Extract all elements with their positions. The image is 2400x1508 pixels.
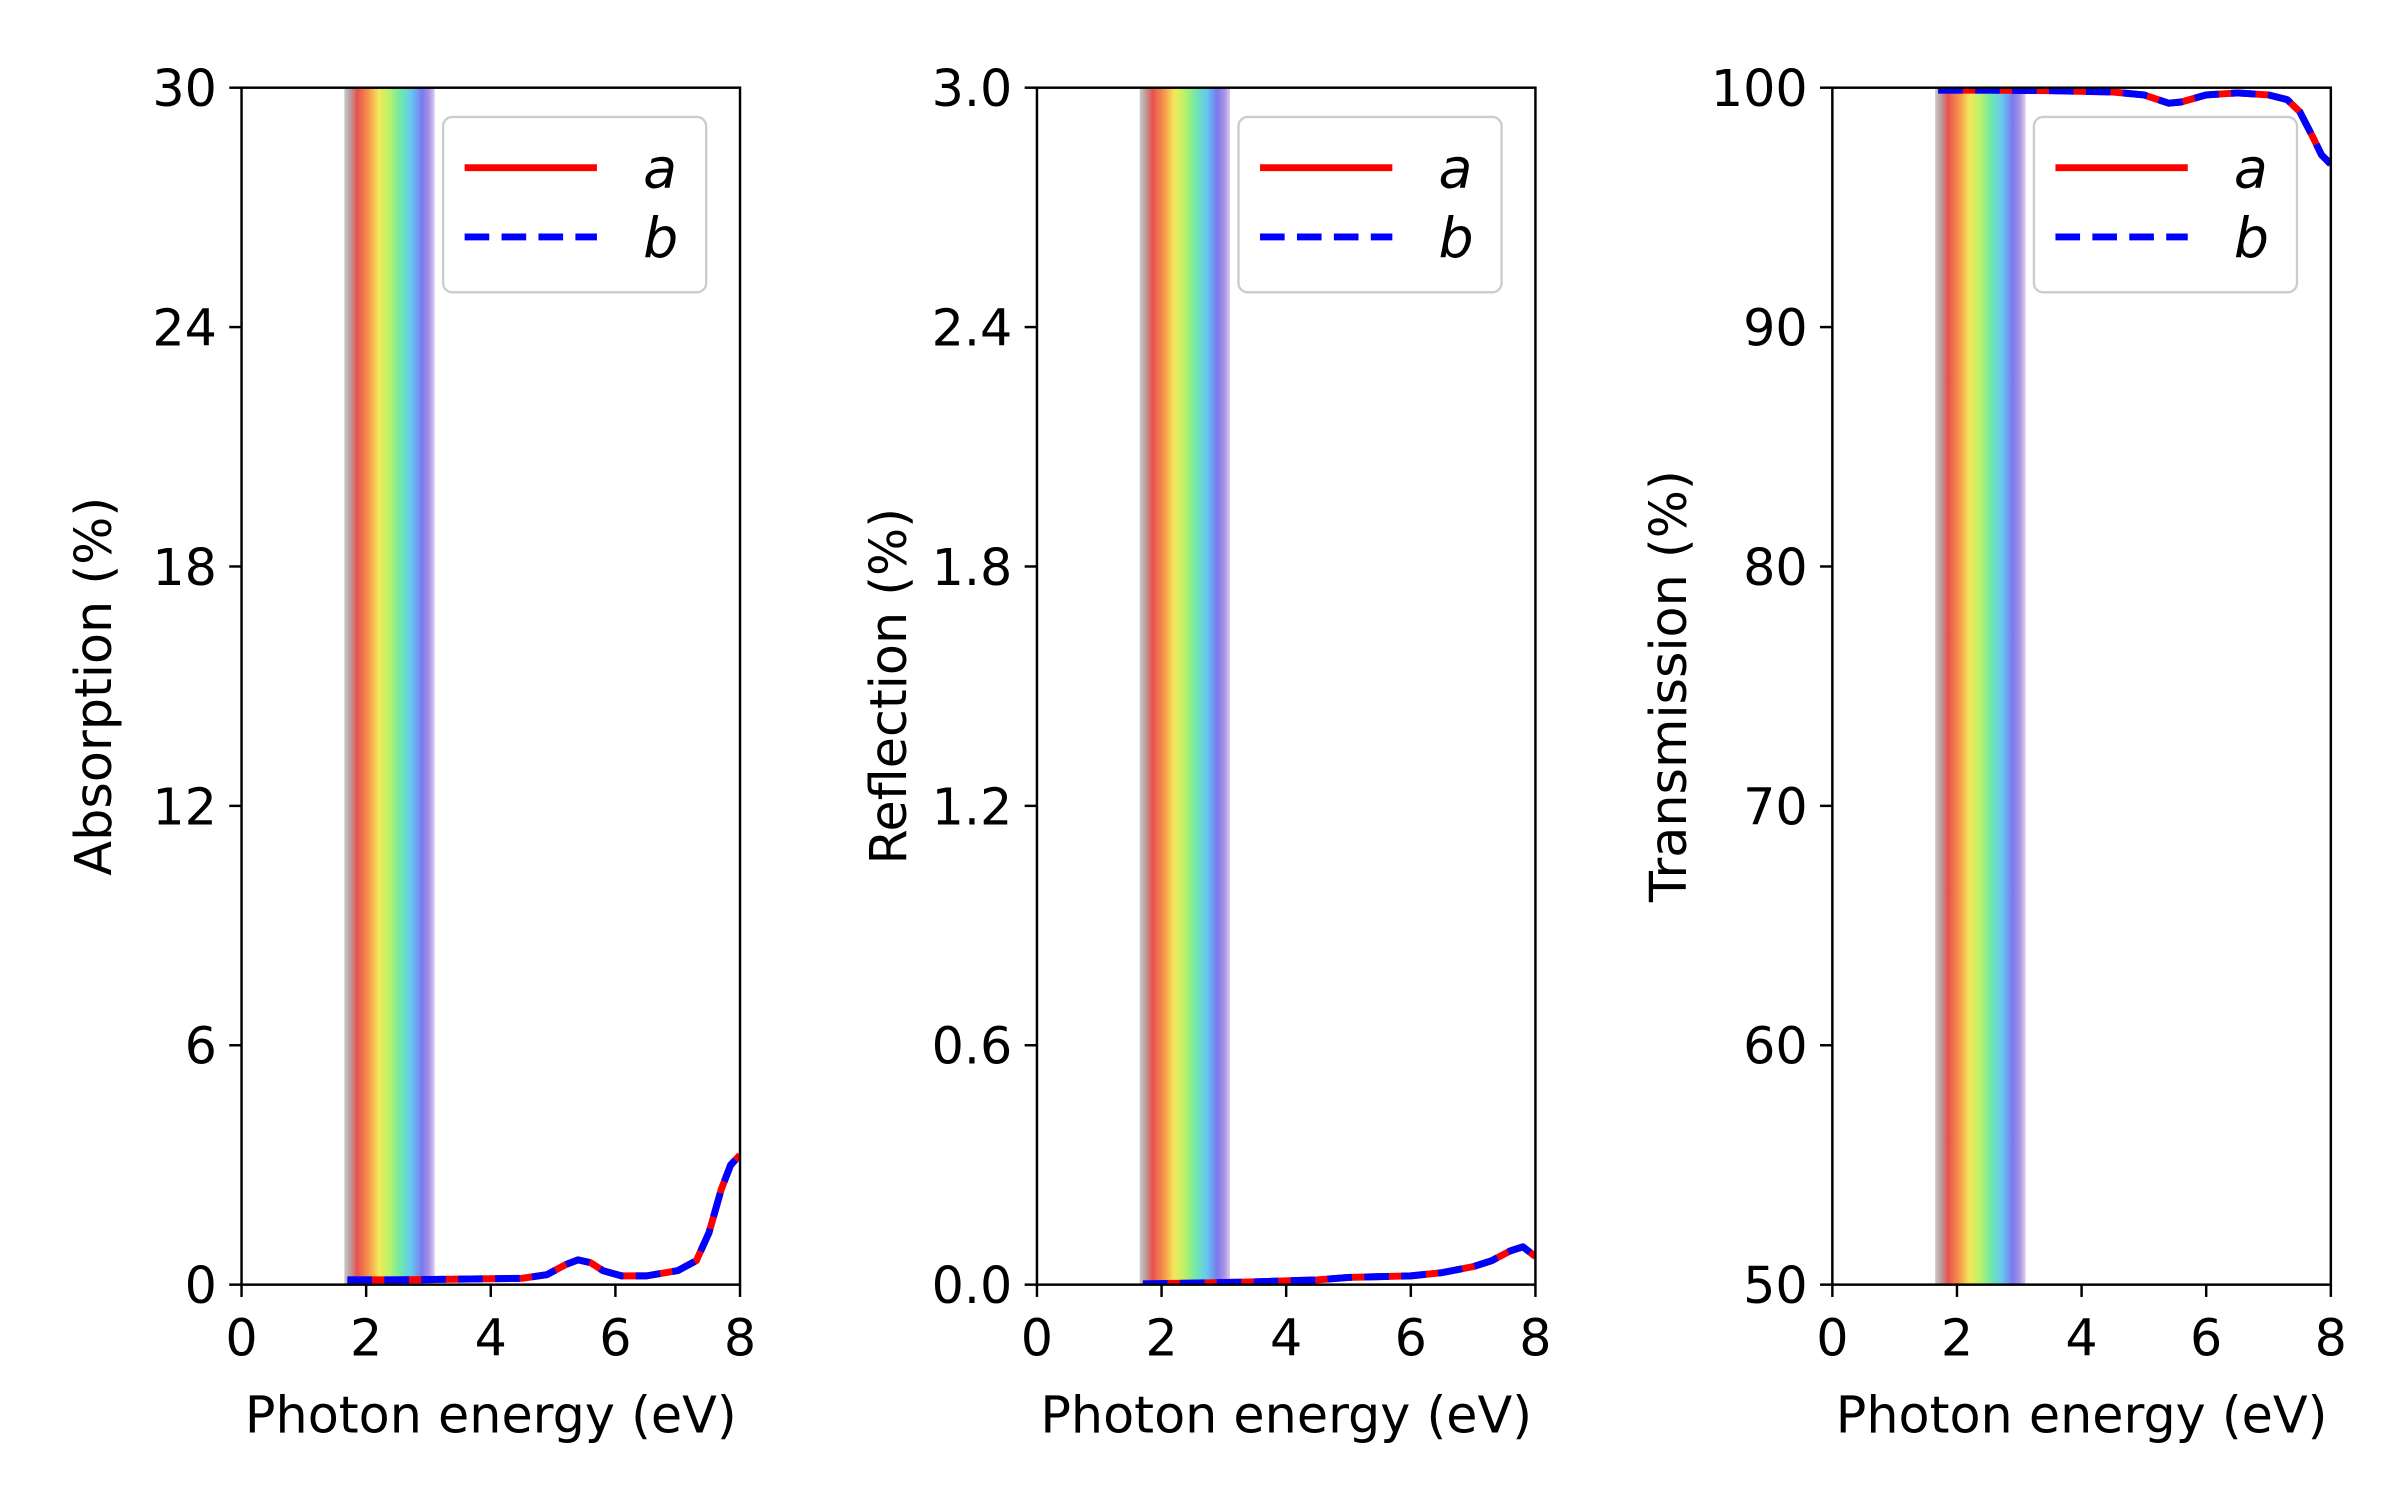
plot-area — [1142, 1243, 1536, 1285]
x-axis-label: Photon energy (eV) — [1040, 1385, 1532, 1444]
chart-panel-3: 0 2 4 6 8 50 60 70 80 90 100 Photon energy (eV) Tran… — [1639, 59, 2347, 1444]
chart-panel-2: 0 2 4 6 8 0.0 0.6 1.2 1.8 2.4 3.0 Photon energy (eV… — [859, 59, 1551, 1444]
x-tick-label: 4 — [2065, 1308, 2097, 1367]
x-tick-label: 0 — [225, 1308, 257, 1367]
x-tick-label: 2 — [1145, 1308, 1177, 1367]
y-tick-label: 30 — [152, 59, 217, 118]
y-tick-label: 60 — [1743, 1017, 1808, 1076]
x-tick-label: 6 — [2190, 1308, 2222, 1367]
legend-label-a: a — [1438, 138, 1472, 202]
legend-box — [441, 115, 708, 294]
y-tick-label: 1.2 — [932, 777, 1013, 836]
x-tick-label: 0 — [1021, 1308, 1053, 1367]
x-tick-label: 4 — [475, 1308, 507, 1367]
x-axis-label: Photon energy (eV) — [1836, 1385, 2328, 1444]
y-tick-label: 70 — [1743, 777, 1808, 836]
series-line-b — [1142, 1243, 1536, 1285]
visible-spectrum-band — [1139, 87, 1231, 1285]
y-tick-label: 18 — [152, 538, 217, 597]
legend: ab — [1237, 115, 1503, 294]
y-tick-label: 6 — [185, 1017, 217, 1076]
visible-spectrum-band — [344, 87, 435, 1285]
y-tick-label: 24 — [152, 299, 217, 358]
series-line-b — [1938, 87, 2331, 167]
legend-label-b: b — [2234, 207, 2269, 271]
visible-spectrum-band — [1935, 87, 2026, 1285]
y-tick-label: 0.0 — [932, 1256, 1013, 1315]
x-tick-label: 0 — [1816, 1308, 1848, 1367]
series-line-b — [347, 1152, 741, 1284]
y-tick-label: 50 — [1743, 1256, 1808, 1315]
x-tick-label: 4 — [1270, 1308, 1302, 1367]
legend-label-a: a — [2234, 138, 2268, 202]
plot-area — [1938, 87, 2331, 167]
x-tick-label: 8 — [724, 1308, 756, 1367]
legend-label-b: b — [643, 207, 678, 271]
legend: ab — [441, 115, 708, 294]
y-tick-label: 100 — [1711, 59, 1808, 118]
y-tick-label: 90 — [1743, 299, 1808, 358]
y-axis-label: Absorption (%) — [64, 497, 123, 876]
plot-area — [347, 1152, 741, 1284]
y-tick-label: 1.8 — [932, 538, 1013, 597]
y-tick-label: 0 — [185, 1256, 217, 1315]
legend-label-b: b — [1438, 207, 1473, 271]
legend: ab — [2032, 115, 2299, 294]
y-tick-label: 0.6 — [932, 1017, 1013, 1076]
y-axis-label: Reflection (%) — [859, 508, 918, 865]
x-tick-label: 2 — [1941, 1308, 1973, 1367]
y-axis-label: Transmission (%) — [1639, 470, 1698, 903]
x-tick-label: 8 — [1519, 1308, 1551, 1367]
y-tick-label: 2.4 — [932, 299, 1013, 358]
y-tick-label: 3.0 — [932, 59, 1013, 118]
y-tick-label: 12 — [152, 777, 217, 836]
x-tick-label: 2 — [350, 1308, 382, 1367]
y-tick-label: 80 — [1743, 538, 1808, 597]
x-tick-label: 6 — [599, 1308, 631, 1367]
x-tick-label: 8 — [2315, 1308, 2347, 1367]
legend-box — [1237, 115, 1503, 294]
x-tick-label: 6 — [1395, 1308, 1427, 1367]
legend-box — [2032, 115, 2299, 294]
legend-label-a: a — [643, 138, 677, 202]
x-axis-label: Photon energy (eV) — [245, 1385, 737, 1444]
